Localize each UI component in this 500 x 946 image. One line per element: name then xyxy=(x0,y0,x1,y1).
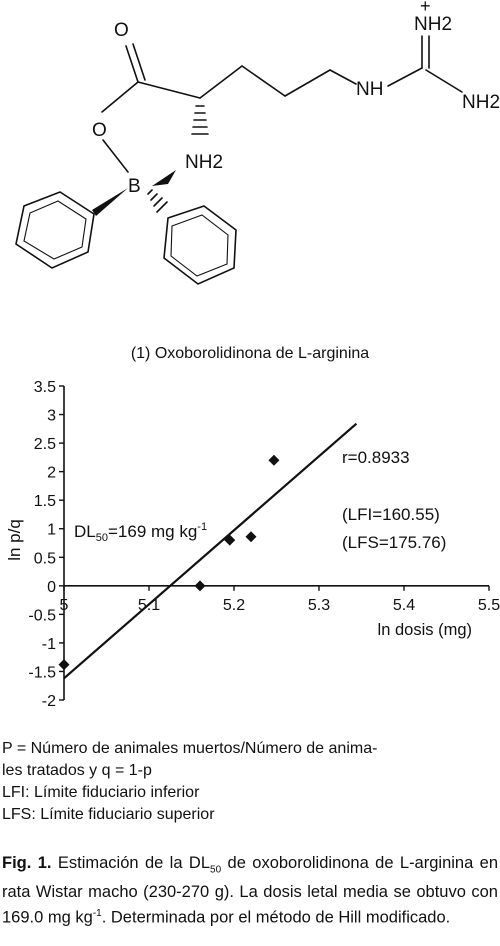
y-tick-label: 1.5 xyxy=(34,493,56,510)
caption-text-3: . Determinada por el método de Hill modi… xyxy=(101,908,451,927)
x-tick-label: 5.2 xyxy=(223,597,245,614)
x-tick-label: 5.5 xyxy=(478,597,500,614)
data-point xyxy=(245,531,257,543)
dl50-superscript: -1 xyxy=(197,521,207,533)
positive-charge-label: + xyxy=(420,0,431,16)
y-tick-label: -2 xyxy=(42,693,56,710)
figure-caption: Fig. 1. Estimación de la DL50 de oxoboro… xyxy=(2,852,498,929)
compound-label: (1) Oxoborolidinona de L-arginina xyxy=(130,345,370,362)
dl50-subscript: 50 xyxy=(96,532,108,544)
lfi-annotation: (LFI=160.55) xyxy=(342,505,440,524)
y-tick-label: -0.5 xyxy=(28,607,56,624)
chart-axes: -2-1.5-1-0.500.511.522.533.555.15.25.35.… xyxy=(28,379,500,710)
notes-line-4: LFS: Límite fiduciario superior xyxy=(2,806,215,823)
y-tick-label: 1 xyxy=(47,522,56,539)
x-tick-label: 5 xyxy=(60,597,69,614)
dl50-prefix: DL xyxy=(74,522,96,541)
y-tick-label: 3 xyxy=(47,408,56,425)
dl50-annotation: DL50=169 mg kg-1 xyxy=(74,521,207,544)
notes-line-3: LFI: Límite fiduciario inferior xyxy=(2,784,200,801)
ring-oxygen-label: O xyxy=(92,120,107,141)
guanidine-nh2-label: NH2 xyxy=(462,92,500,113)
guanidine-nh-label: NH xyxy=(356,79,383,100)
carbonyl-oxygen-label: O xyxy=(114,20,129,41)
notes-line-1: P = Número de animales muertos/Número de… xyxy=(2,740,378,757)
regression-line xyxy=(63,422,358,680)
y-tick-label: -1.5 xyxy=(28,664,56,681)
data-point xyxy=(268,454,280,466)
chemical-structure: O O B NH2 NH NH2 + NH2 xyxy=(15,0,500,285)
y-axis-label: ln p/q xyxy=(5,519,24,561)
y-tick-label: -1 xyxy=(42,636,56,653)
correlation-annotation: r=0.8933 xyxy=(342,448,410,467)
dose-response-chart: -2-1.5-1-0.500.511.522.533.555.15.25.35.… xyxy=(5,379,500,710)
y-tick-label: 2.5 xyxy=(34,436,56,453)
lfs-annotation: (LFS=175.76) xyxy=(342,533,446,552)
y-tick-label: 0.5 xyxy=(34,550,56,567)
alpha-amine-label: NH2 xyxy=(185,152,223,173)
caption-text-2: de oxoborolidinona de L-arginina en rata… xyxy=(2,854,499,927)
caption-subscript: 50 xyxy=(210,864,222,876)
iminium-nh2-label: NH2 xyxy=(414,14,452,35)
y-tick-label: 0 xyxy=(47,579,56,596)
notes-line-2: les tratados y q = 1-p xyxy=(2,762,152,779)
chart-points xyxy=(58,454,280,671)
y-tick-label: 3.5 xyxy=(34,379,56,396)
dl50-value: =169 mg kg xyxy=(108,522,197,541)
caption-label: Fig. 1. xyxy=(2,854,52,872)
x-tick-label: 5.4 xyxy=(393,597,415,614)
y-tick-label: 2 xyxy=(47,465,56,482)
data-point xyxy=(224,534,236,546)
data-point xyxy=(194,580,206,592)
caption-superscript: -1 xyxy=(92,908,102,920)
figure-notes: P = Número de animales muertos/Número de… xyxy=(2,738,498,826)
x-axis-label: ln dosis (mg) xyxy=(378,621,472,639)
x-tick-label: 5.3 xyxy=(308,597,330,614)
caption-text-1: Estimación de la DL xyxy=(51,854,211,872)
boron-label: B xyxy=(128,176,141,197)
data-point xyxy=(58,659,70,671)
